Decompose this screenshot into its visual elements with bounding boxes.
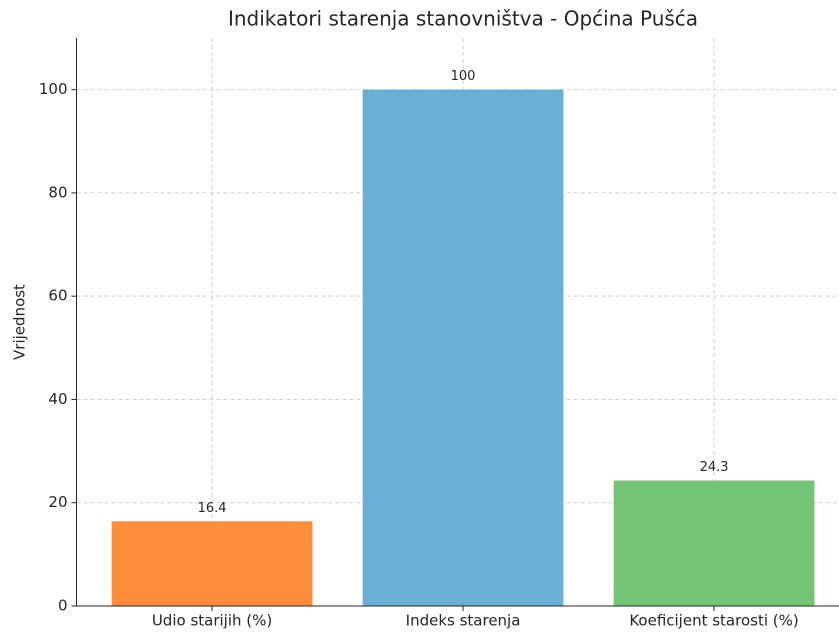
- y-tick-label: 20: [48, 493, 67, 511]
- bar: [111, 521, 313, 606]
- y-axis-label: Vrijednost: [11, 284, 29, 360]
- value-label: 16.4: [198, 501, 227, 516]
- x-tick-label: Koeficijent starosti (%): [629, 612, 798, 630]
- y-tick-label: 60: [48, 287, 67, 305]
- x-tick-label: Indeks starenja: [406, 612, 521, 630]
- y-tick-label: 80: [48, 183, 67, 201]
- value-label: 24.3: [700, 460, 729, 475]
- x-tick-label: Udio starijih (%): [152, 612, 272, 630]
- bar: [613, 480, 815, 606]
- y-tick-label: 0: [58, 597, 68, 615]
- y-tick-label: 100: [39, 80, 68, 98]
- bar: [362, 89, 564, 607]
- value-label: 100: [451, 69, 476, 84]
- chart-title: Indikatori starenja stanovništva - Općin…: [228, 7, 698, 31]
- y-tick-label: 40: [48, 390, 67, 408]
